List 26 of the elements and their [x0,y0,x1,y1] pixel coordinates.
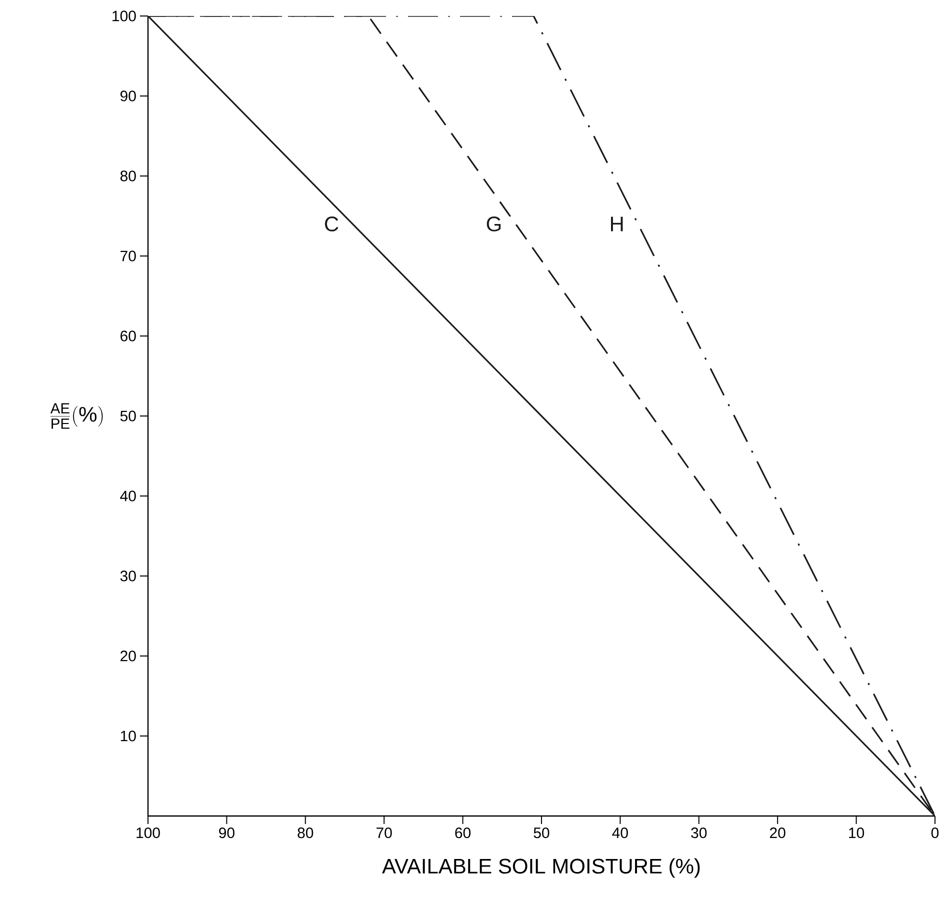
y-tick-label: 40 [120,490,136,502]
x-tick-label: 60 [455,828,471,838]
x-tick-label: 50 [534,828,550,838]
y-axis-title: $\frac{\mathrm{AE}}{\mathrm{PE}}(\%)$ [50,403,103,429]
y-tick-label: 70 [120,250,136,262]
y-tick-label: 90 [120,90,136,102]
y-tick-label: 10 [120,730,136,742]
x-axis-title: AVAILABLE SOIL MOISTURE (%) [382,858,700,878]
y-tick-label: 50 [120,410,136,422]
x-tick-label: 40 [612,828,628,838]
y-tick-label: 80 [120,170,136,182]
x-tick-label: 80 [298,828,314,838]
x-tick-label: 10 [849,828,864,838]
series-label: C [324,216,338,232]
x-tick-label: 70 [376,828,392,838]
x-tick-label: 90 [219,828,234,838]
series-label: G [486,216,501,232]
series-label: H [611,216,623,232]
y-tick-label: 100 [112,10,136,22]
x-tick-label: 30 [691,828,707,838]
x-tick-label: 0 [931,828,939,838]
x-tick-label: 20 [770,828,786,838]
x-tick-label: 100 [136,828,160,838]
y-tick-label: 60 [120,330,136,342]
y-tick-label: 20 [120,650,136,662]
y-tick-label: 30 [120,570,136,582]
